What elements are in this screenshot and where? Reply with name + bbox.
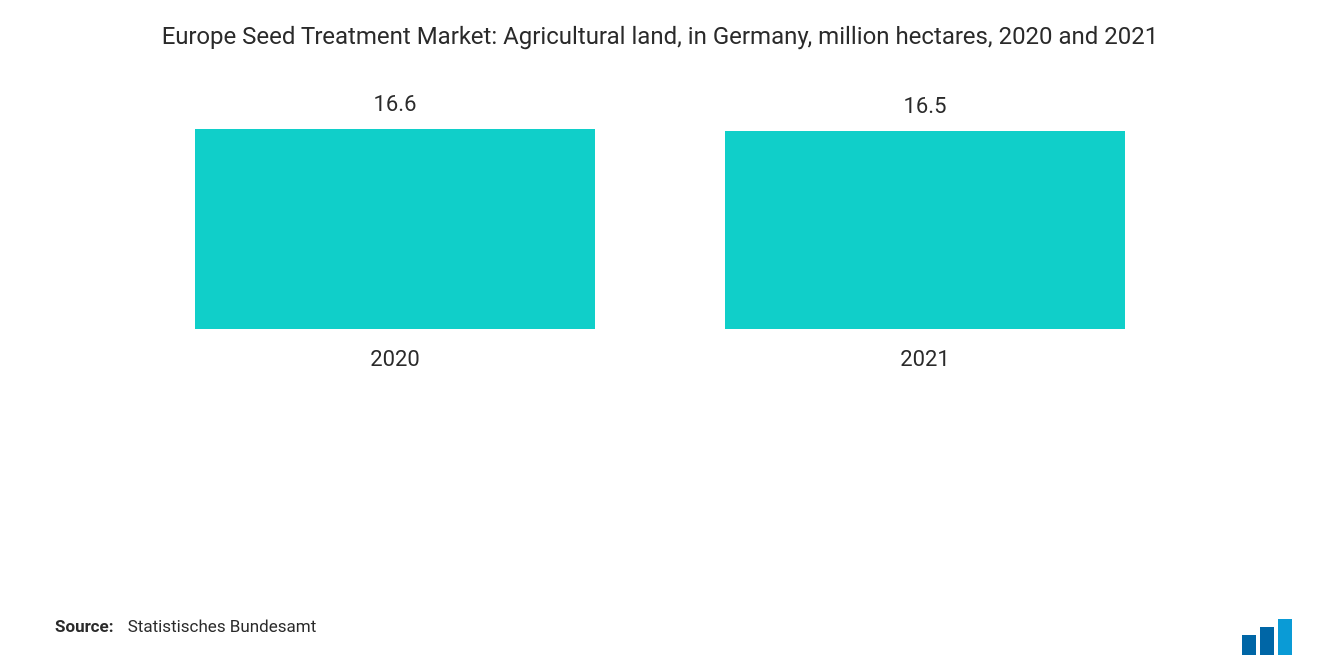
bar-group-1: 16.5 2021 bbox=[660, 94, 1190, 373]
bar-1 bbox=[725, 131, 1125, 330]
plot-area: 16.6 2020 16.5 2021 bbox=[110, 112, 1210, 512]
bar-label-1: 2021 bbox=[900, 347, 949, 372]
bar-group-0: 16.6 2020 bbox=[130, 92, 660, 372]
chart-title: Europe Seed Treatment Market: Agricultur… bbox=[135, 20, 1185, 52]
source-text: Statistisches Bundesamt bbox=[128, 617, 317, 637]
bar-value-1: 16.5 bbox=[904, 94, 947, 119]
bar-value-0: 16.6 bbox=[374, 92, 417, 117]
source-label: Source: bbox=[55, 617, 113, 637]
bars-row: 16.6 2020 16.5 2021 bbox=[110, 112, 1210, 372]
chart-container: Europe Seed Treatment Market: Agricultur… bbox=[0, 0, 1320, 665]
bar-label-0: 2020 bbox=[370, 347, 419, 372]
source-row: Source: Statistisches Bundesamt bbox=[55, 617, 316, 637]
brand-logo-icon bbox=[1242, 619, 1298, 655]
bar-0 bbox=[195, 129, 595, 329]
